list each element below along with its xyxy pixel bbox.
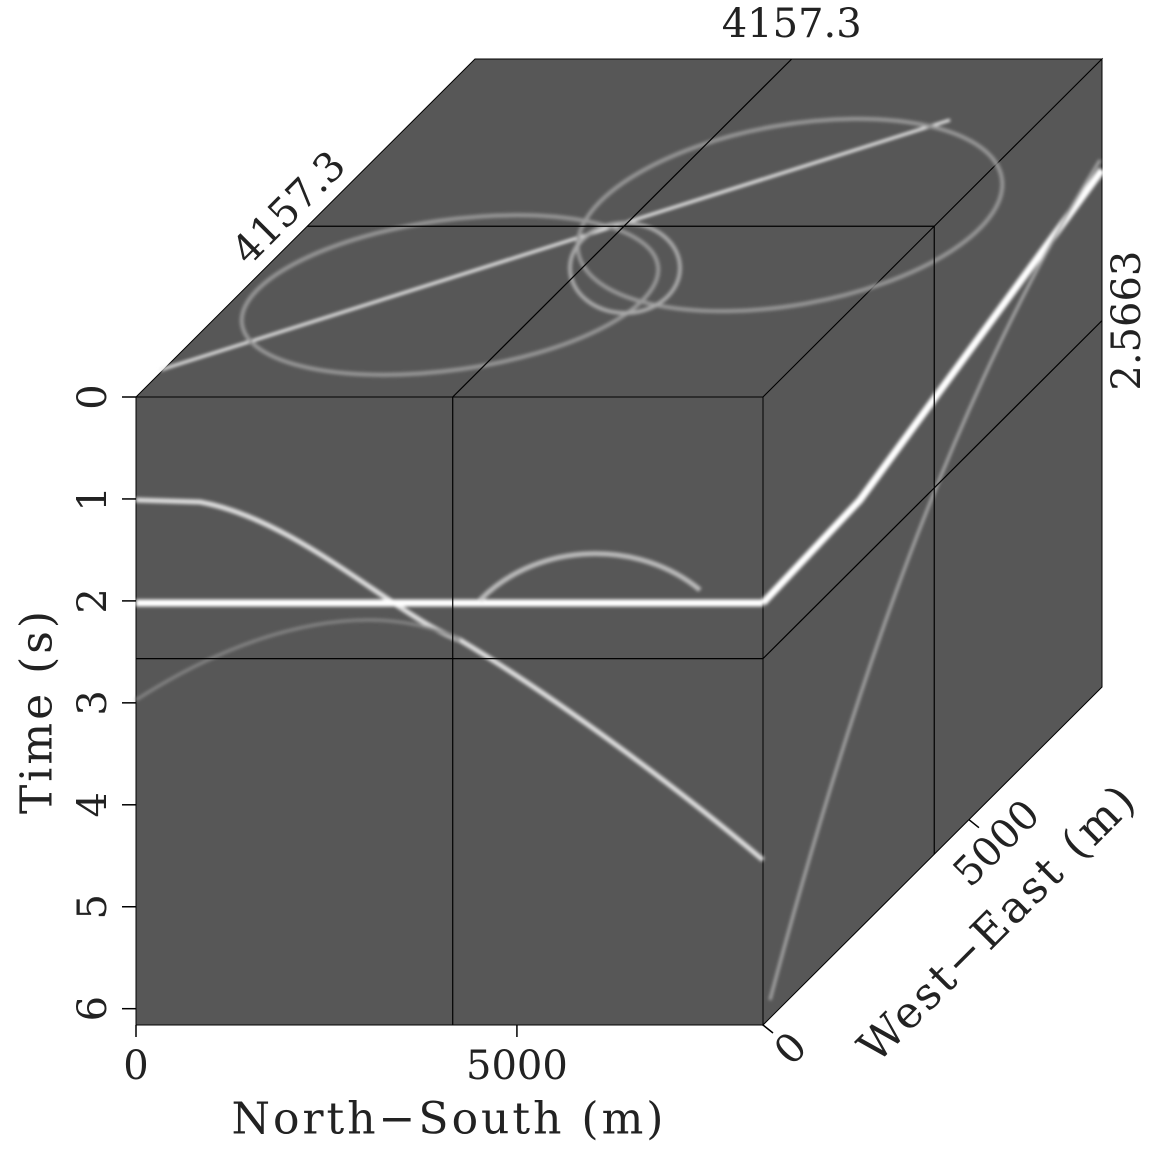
event: [159, 118, 951, 372]
x-tick-label: 5000: [466, 1043, 568, 1089]
y-tick-label: 3: [70, 690, 116, 715]
event: [568, 221, 682, 315]
event: [478, 551, 702, 602]
slice-label: 4157.3: [722, 1, 862, 47]
y-tick-label: 6: [70, 996, 116, 1021]
y-axis-label: Time (s): [12, 608, 63, 814]
x-tick-label: 0: [123, 1043, 148, 1089]
y-tick-label: 0: [70, 384, 116, 409]
event: [768, 159, 1102, 1001]
x-axis-label: North−South (m): [232, 1094, 667, 1145]
event: [135, 497, 765, 862]
y-tick-label: 5: [70, 894, 116, 919]
z-tick-label: 0: [766, 1024, 817, 1075]
front-face: [135, 396, 764, 1026]
event: [239, 213, 661, 377]
slice-line: [452, 58, 793, 398]
event: [760, 167, 1105, 606]
slice-label: 2.5663: [1104, 251, 1150, 391]
y-tick-label: 1: [70, 486, 116, 511]
side-face: [762, 57, 1103, 1027]
y-tick-label: 4: [70, 792, 116, 817]
seismic-events: [135, 116, 1105, 1001]
y-tick-label: 2: [70, 588, 116, 613]
z-tick: [968, 819, 980, 829]
z-tick: [762, 1024, 774, 1034]
slice-line: [762, 320, 1103, 660]
event: [575, 116, 1005, 314]
event: [135, 618, 461, 702]
